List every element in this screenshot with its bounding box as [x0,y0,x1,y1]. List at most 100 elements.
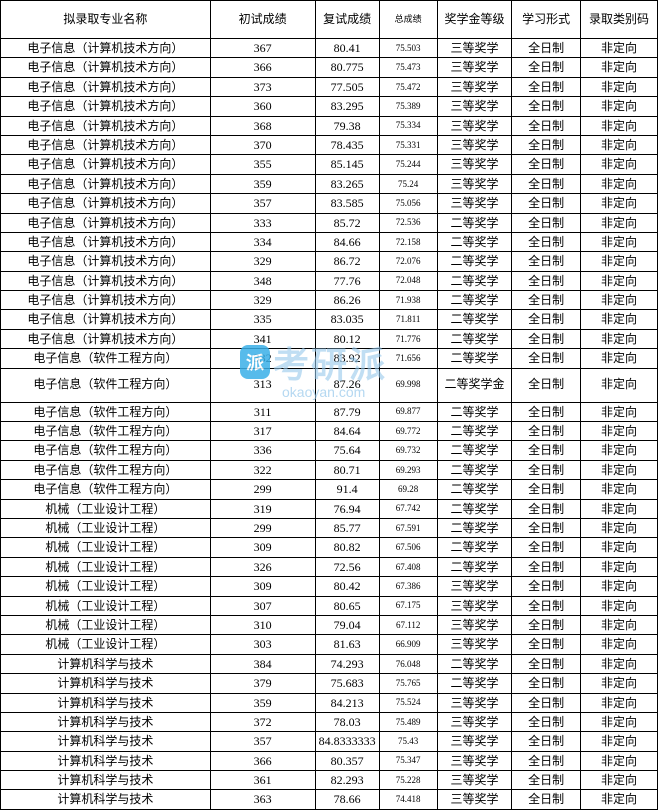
cell-scholar: 三等奖学 [437,790,512,809]
cell-scholar: 二等奖学 [437,213,512,232]
cell-mode: 全日制 [512,480,580,499]
cell-mode: 全日制 [512,771,580,790]
cell-mode: 全日制 [512,615,580,634]
cell-type: 非定向 [580,213,657,232]
table-row: 电子信息（软件工程方向）29991.469.28二等奖学全日制非定向 [1,480,658,499]
cell-total: 67.742 [379,499,437,518]
cell-retest: 77.76 [315,271,379,290]
cell-major: 计算机科学与技术 [1,693,211,712]
cell-retest: 78.66 [315,790,379,809]
cell-major: 电子信息（计算机技术方向） [1,252,211,271]
cell-major: 电子信息（计算机技术方向） [1,77,211,96]
cell-total: 76.048 [379,654,437,673]
table-row: 计算机科学与技术35984.21375.524三等奖学全日制非定向 [1,693,658,712]
table-row: 计算机科学与技术37278.0375.489三等奖学全日制非定向 [1,712,658,731]
cell-major: 电子信息（计算机技术方向） [1,97,211,116]
cell-prelim: 329 [210,252,315,271]
cell-total: 75.24 [379,174,437,193]
table-row: 电子信息（计算机技术方向）36879.3875.334三等奖学全日制非定向 [1,116,658,135]
table-row: 电子信息（软件工程方向）33283.9271.656二等奖学全日制非定向 [1,349,658,368]
cell-mode: 全日制 [512,97,580,116]
cell-prelim: 333 [210,213,315,232]
cell-mode: 全日制 [512,402,580,421]
table-row: 机械（工业设计工程）30780.6567.175三等奖学全日制非定向 [1,596,658,615]
table-row: 计算机科学与技术36182.29375.228三等奖学全日制非定向 [1,771,658,790]
cell-major: 电子信息（软件工程方向） [1,460,211,479]
cell-total: 75.472 [379,77,437,96]
cell-total: 71.811 [379,310,437,329]
cell-prelim: 303 [210,635,315,654]
cell-total: 75.765 [379,674,437,693]
table-row: 电子信息（计算机技术方向）34180.1271.776二等奖学全日制非定向 [1,329,658,348]
cell-major: 计算机科学与技术 [1,732,211,751]
cell-scholar: 三等奖学 [437,771,512,790]
table-row: 电子信息（计算机技术方向）36680.77575.473三等奖学全日制非定向 [1,58,658,77]
cell-mode: 全日制 [512,174,580,193]
cell-retest: 80.357 [315,751,379,770]
cell-scholar: 二等奖学金 [437,368,512,402]
cell-scholar: 三等奖学 [437,693,512,712]
table-header-row: 拟录取专业名称初试成绩复试成绩总成绩奖学金等级学习形式录取类别码 [1,1,658,39]
cell-prelim: 313 [210,368,315,402]
cell-scholar: 三等奖学 [437,635,512,654]
cell-major: 电子信息（计算机技术方向） [1,310,211,329]
cell-retest: 77.505 [315,77,379,96]
cell-mode: 全日制 [512,577,580,596]
cell-mode: 全日制 [512,596,580,615]
cell-retest: 87.79 [315,402,379,421]
cell-major: 机械（工业设计工程） [1,499,211,518]
table-row: 机械（工业设计工程）30980.8267.506二等奖学全日制非定向 [1,538,658,557]
cell-type: 非定向 [580,518,657,537]
cell-scholar: 二等奖学 [437,232,512,251]
cell-type: 非定向 [580,790,657,809]
cell-total: 75.43 [379,732,437,751]
cell-total: 67.386 [379,577,437,596]
cell-total: 72.158 [379,232,437,251]
table-row: 电子信息（计算机技术方向）37078.43575.331三等奖学全日制非定向 [1,135,658,154]
cell-retest: 85.145 [315,155,379,174]
cell-type: 非定向 [580,349,657,368]
cell-retest: 74.293 [315,654,379,673]
cell-retest: 83.265 [315,174,379,193]
cell-type: 非定向 [580,194,657,213]
cell-type: 非定向 [580,422,657,441]
cell-retest: 80.71 [315,460,379,479]
cell-type: 非定向 [580,402,657,421]
cell-type: 非定向 [580,480,657,499]
cell-mode: 全日制 [512,252,580,271]
cell-retest: 83.585 [315,194,379,213]
cell-major: 机械（工业设计工程） [1,538,211,557]
cell-total: 71.938 [379,291,437,310]
cell-mode: 全日制 [512,116,580,135]
cell-scholar: 三等奖学 [437,712,512,731]
cell-retest: 84.66 [315,232,379,251]
table-row: 电子信息（软件工程方向）33675.6469.732二等奖学全日制非定向 [1,441,658,460]
cell-total: 67.112 [379,615,437,634]
cell-major: 电子信息（计算机技术方向） [1,174,211,193]
column-header-1: 初试成绩 [210,1,315,39]
cell-prelim: 309 [210,538,315,557]
table-row: 计算机科学与技术38474.29376.048二等奖学全日制非定向 [1,654,658,673]
cell-major: 电子信息（软件工程方向） [1,402,211,421]
admission-table: 拟录取专业名称初试成绩复试成绩总成绩奖学金等级学习形式录取类别码 电子信息（计算… [0,0,658,810]
cell-prelim: 366 [210,751,315,770]
table-row: 电子信息（计算机技术方向）33583.03571.811二等奖学全日制非定向 [1,310,658,329]
cell-mode: 全日制 [512,329,580,348]
cell-mode: 全日制 [512,654,580,673]
cell-total: 75.334 [379,116,437,135]
cell-retest: 72.56 [315,557,379,576]
cell-scholar: 三等奖学 [437,596,512,615]
column-header-0: 拟录取专业名称 [1,1,211,39]
cell-prelim: 334 [210,232,315,251]
cell-major: 机械（工业设计工程） [1,596,211,615]
cell-prelim: 372 [210,712,315,731]
cell-scholar: 二等奖学 [437,460,512,479]
cell-retest: 84.213 [315,693,379,712]
table-row: 电子信息（计算机技术方向）34877.7672.048二等奖学全日制非定向 [1,271,658,290]
cell-major: 电子信息（计算机技术方向） [1,213,211,232]
cell-prelim: 359 [210,693,315,712]
table-row: 计算机科学与技术37975.68375.765二等奖学全日制非定向 [1,674,658,693]
cell-retest: 85.77 [315,518,379,537]
cell-major: 电子信息（计算机技术方向） [1,194,211,213]
cell-retest: 78.435 [315,135,379,154]
